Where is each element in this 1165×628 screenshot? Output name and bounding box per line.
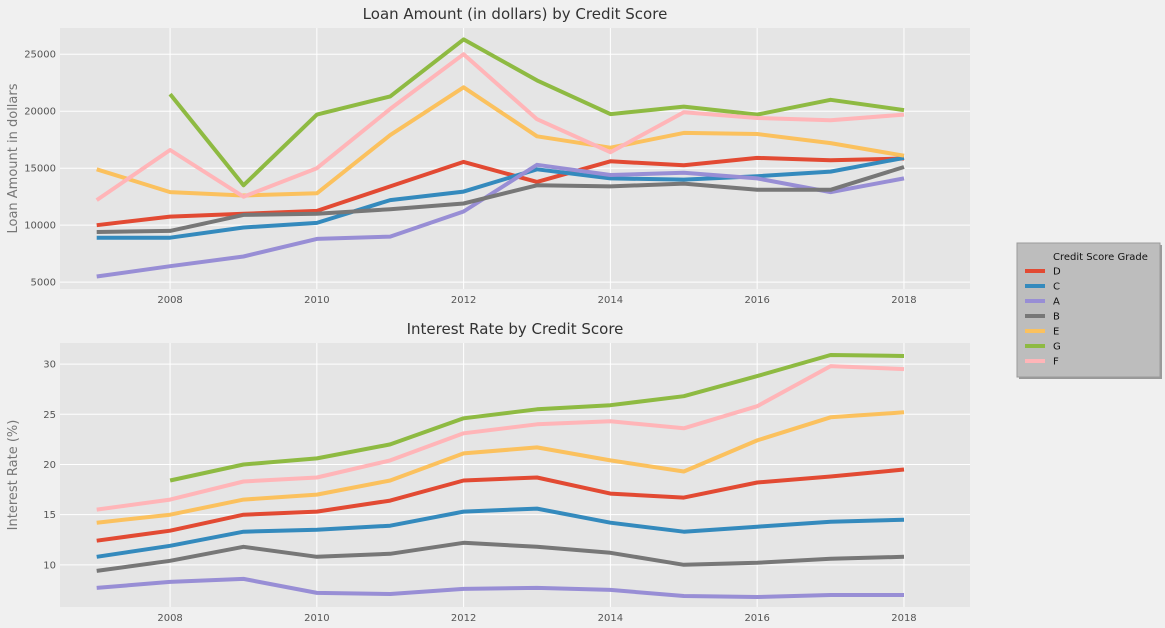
interest-rate-y-tick-label: 20 bbox=[43, 460, 56, 471]
legend-label-a: A bbox=[1053, 297, 1060, 308]
loan-amount-series-g bbox=[168, 37, 905, 188]
legend-label-c: C bbox=[1053, 282, 1060, 293]
interest-rate-y-tick-label: 25 bbox=[43, 410, 56, 421]
interest-rate-x-tick-label: 2010 bbox=[304, 613, 329, 624]
interest-rate-series-g bbox=[169, 353, 905, 483]
interest-rate-y-tick-label: 30 bbox=[43, 360, 56, 371]
interest-rate-series-e bbox=[96, 410, 905, 525]
loan-amount-x-tick-label: 2008 bbox=[157, 295, 182, 306]
interest-rate-series-b bbox=[96, 540, 905, 573]
loan-amount-y-tick-label: 25000 bbox=[24, 50, 56, 61]
legend-label-g: G bbox=[1053, 342, 1061, 353]
legend-label-d: D bbox=[1053, 267, 1061, 278]
loan-amount-chart: 2008 2010 2012 2014 2016 2018 5000 10000 15000 20… bbox=[6, 5, 970, 306]
loan-amount-series-e bbox=[96, 85, 905, 198]
interest-rate-x-tick-label: 2014 bbox=[598, 613, 623, 624]
loan-amount-y-axis-label: Loan Amount in dollars bbox=[6, 83, 21, 233]
loan-amount-x-tick-label: 2018 bbox=[891, 295, 916, 306]
loan-amount-x-tick-label: 2016 bbox=[744, 295, 769, 306]
legend-label-b: B bbox=[1053, 312, 1060, 323]
loan-amount-y-tick-label: 20000 bbox=[24, 107, 56, 118]
loan-amount-series-d bbox=[96, 155, 905, 228]
loan-amount-y-tick-label: 10000 bbox=[24, 221, 56, 232]
interest-rate-series-c bbox=[96, 506, 905, 559]
interest-rate-plot-area bbox=[60, 343, 970, 607]
interest-rate-series-f bbox=[96, 364, 905, 512]
loan-amount-y-tick-label: 15000 bbox=[24, 164, 56, 175]
loan-amount-series-b bbox=[96, 165, 905, 234]
interest-rate-y-tick-label: 15 bbox=[43, 510, 56, 521]
loan-amount-x-tick-label: 2014 bbox=[598, 295, 623, 306]
legend-box bbox=[1016, 242, 1161, 378]
legend-label-e: E bbox=[1053, 327, 1059, 338]
loan-amount-x-tick-label: 2012 bbox=[451, 295, 476, 306]
interest-rate-x-tick-label: 2016 bbox=[744, 613, 769, 624]
interest-rate-series-d bbox=[96, 467, 905, 543]
loan-amount-series-a bbox=[96, 162, 905, 279]
legend-label-f: F bbox=[1053, 357, 1059, 368]
interest-rate-y-tick-label: 10 bbox=[43, 560, 56, 571]
loan-amount-chart-title: Loan Amount (in dollars) by Credit Score bbox=[363, 5, 668, 23]
interest-rate-series-a bbox=[96, 576, 904, 599]
loan-amount-series-f bbox=[95, 52, 905, 202]
interest-rate-chart-title: Interest Rate by Credit Score bbox=[407, 320, 624, 338]
loan-amount-y-tick-label: 5000 bbox=[31, 278, 56, 289]
loan-amount-x-tick-label: 2010 bbox=[304, 295, 329, 306]
interest-rate-chart: 2008 2010 2012 2014 2016 2018 10 15 20 25 30 Intere… bbox=[6, 320, 970, 624]
interest-rate-x-tick-label: 2012 bbox=[451, 613, 476, 624]
interest-rate-x-tick-label: 2008 bbox=[157, 613, 182, 624]
loan-amount-series-c bbox=[96, 155, 905, 240]
interest-rate-y-axis-label: Interest Rate (%) bbox=[6, 420, 21, 531]
interest-rate-x-tick-label: 2018 bbox=[891, 613, 916, 624]
legend-title: Credit Score Grade bbox=[1053, 252, 1148, 263]
